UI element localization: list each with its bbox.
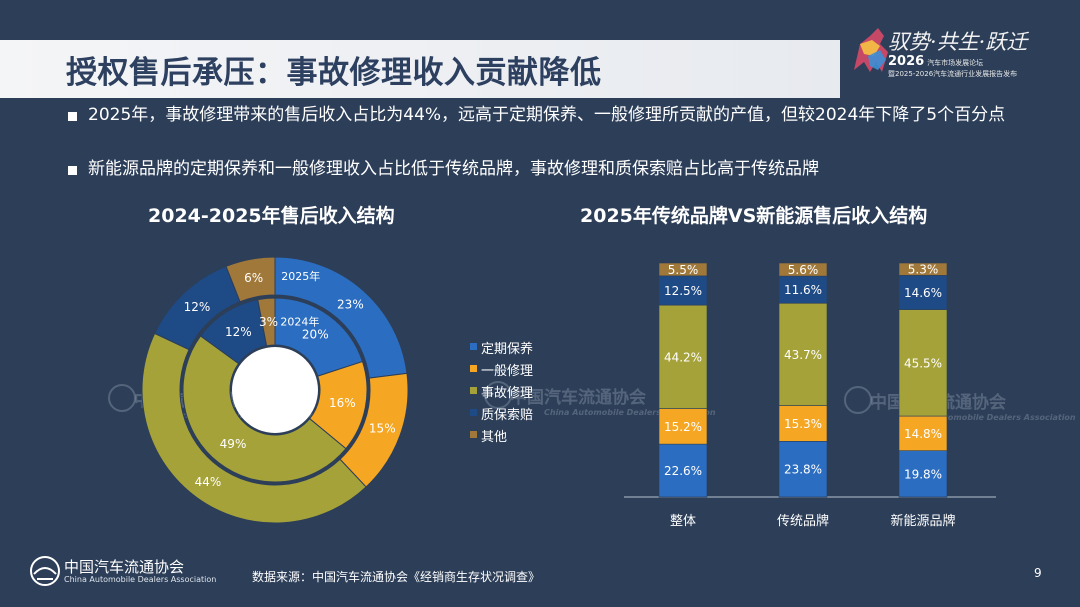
legend-swatch <box>470 387 477 394</box>
bullet-square-icon <box>68 166 77 175</box>
brand-slogan: 驭势·共生·跃迁 <box>888 30 1028 54</box>
donut-chart-title: 2024-2025年售后收入结构 <box>148 205 395 227</box>
x-tick-label: 整体 <box>670 514 696 529</box>
bar-data-label: 22.6% <box>664 464 702 478</box>
donut-center-hole <box>232 347 318 433</box>
bar-data-label: 5.3% <box>908 263 939 277</box>
bar-data-label: 11.6% <box>784 283 822 297</box>
bar-seg-warranty-claim <box>898 275 948 310</box>
inner-ring-slice-accident-repair <box>182 335 347 483</box>
brand-forum-name: 汽车市场发展论坛 <box>927 59 984 67</box>
brand-year: 2026 汽车市场发展论坛 <box>888 54 983 69</box>
bar-data-label: 15.3% <box>784 417 822 431</box>
brand-subtitle: 暨2025-2026汽车流通行业发展报告发布 <box>888 70 1018 78</box>
bar-seg-other <box>658 262 708 277</box>
outer-ring-label-regular-maintenance: 23% <box>337 297 364 311</box>
watermark-text-en: China Automobile Dealers Association <box>544 408 716 417</box>
bar-data-label: 12.5% <box>664 284 702 298</box>
watermark-logo-icon <box>108 384 136 412</box>
inner-ring-label-regular-maintenance: 20% <box>302 328 329 342</box>
inner-ring-slice-other <box>257 297 276 347</box>
legend-label: 定期保养 <box>481 342 534 357</box>
legend-label: 其他 <box>481 430 508 445</box>
bar-seg-other <box>898 262 948 276</box>
bar-seg-regular-maintenance <box>898 450 948 498</box>
donut-chart: 23% 15% 44% 12% 6% 2025年 20% 16% 49% 12% 3% 2024年 <box>141 256 409 524</box>
x-tick-label: 新能源品牌 <box>890 513 955 529</box>
bar-seg-general-repair <box>658 408 708 445</box>
watermark-logo-icon <box>484 381 512 409</box>
legend-label: 一般修理 <box>481 364 534 379</box>
bar-data-label: 45.5% <box>904 356 942 370</box>
watermark-logo-icon <box>844 386 872 414</box>
outer-ring-label-warranty-claim: 12% <box>184 300 211 314</box>
legend-label: 事故修理 <box>481 386 534 401</box>
stacked-bar-chart: 22.6% 15.2% 44.2% 12.5% 5.5% 整体 23.8% 15.3% 43.7… <box>624 262 996 529</box>
bar-seg-general-repair <box>778 405 828 442</box>
bullet-point: 新能源品牌的定期保养和一般修理收入占比低于传统品牌，事故修理和质保索赔占比高于传… <box>68 157 1028 182</box>
inner-ring-label-accident-repair: 49% <box>220 437 247 451</box>
inner-ring-year-label: 2024年 <box>280 315 319 329</box>
bullet-text: 新能源品牌的定期保养和一般修理收入占比低于传统品牌，事故修理和质保索赔占比高于传… <box>88 159 819 179</box>
bar-seg-general-repair <box>898 415 948 451</box>
forum-logo <box>854 28 888 72</box>
bar-data-label: 19.8% <box>904 467 942 481</box>
bullet-point: 2025年，事故修理带来的售后收入占比为44%，远高于定期保养、一般修理所贡献的… <box>68 103 1028 128</box>
bar-seg-regular-maintenance <box>778 441 828 498</box>
inner-ring-label-other: 3% <box>259 315 278 329</box>
bar-data-label: 43.7% <box>784 348 822 362</box>
bullet-text: 2025年，事故修理带来的售后收入占比为44%，远高于定期保养、一般修理所贡献的… <box>88 105 1006 125</box>
bullet-square-icon <box>68 112 77 121</box>
outer-ring-year-label: 2025年 <box>281 269 320 283</box>
bar-seg-warranty-claim <box>658 275 708 306</box>
bar-data-label: 5.6% <box>788 263 819 277</box>
legend-swatch <box>470 409 477 416</box>
page-number: 9 <box>1034 566 1042 580</box>
bar-seg-regular-maintenance <box>658 443 708 498</box>
data-source: 数据来源：中国汽车流通协会《经销商生存状况调查》 <box>252 570 541 584</box>
outer-ring-label-general-repair: 15% <box>369 422 396 436</box>
x-tick-label: 传统品牌 <box>777 513 829 529</box>
slide-title: 授权售后承压：事故修理收入贡献降低 <box>66 55 602 91</box>
bar-data-label: 5.5% <box>668 263 699 277</box>
bar-seg-other <box>778 262 828 277</box>
bar-data-label: 44.2% <box>664 350 702 364</box>
association-name-en: China Automobile Dealers Association <box>64 575 217 584</box>
outer-ring-label-accident-repair: 44% <box>195 475 222 489</box>
logo-shape-yellow <box>860 40 880 56</box>
outer-ring-slice-accident-repair <box>141 332 367 524</box>
bar-data-label: 14.6% <box>904 286 942 300</box>
bar-data-label: 14.8% <box>904 427 942 441</box>
bar-data-label: 15.2% <box>664 420 702 434</box>
legend-swatch <box>470 431 477 438</box>
watermark-text: 中国汽车流通协会 <box>510 388 646 408</box>
outer-ring-slice-other <box>225 256 276 303</box>
bar-data-label: 23.8% <box>784 463 822 477</box>
outer-ring-label-other: 6% <box>244 271 263 285</box>
association-name: 中国汽车流通协会 <box>64 558 185 576</box>
legend-swatch <box>470 343 477 350</box>
inner-ring-label-warranty-claim: 12% <box>225 325 252 339</box>
bar-seg-accident-repair <box>658 304 708 409</box>
association-logo-icon <box>30 556 60 586</box>
bar-seg-warranty-claim <box>778 275 828 304</box>
title-bar <box>0 40 840 98</box>
brand-year-number: 2026 <box>888 54 925 69</box>
inner-ring-label-general-repair: 16% <box>329 396 356 410</box>
watermark-text-en: China Automobile Dealers Association <box>904 413 1076 422</box>
logo-shape-blue <box>868 50 886 70</box>
watermark: 中国汽车流通协会 China Automobile Dealers Associ… <box>484 381 716 417</box>
bar-chart-title: 2025年传统品牌VS新能源售后收入结构 <box>580 205 928 227</box>
bar-seg-accident-repair <box>778 302 828 406</box>
legend-swatch <box>470 365 477 372</box>
legend-label: 质保索赔 <box>481 408 534 423</box>
